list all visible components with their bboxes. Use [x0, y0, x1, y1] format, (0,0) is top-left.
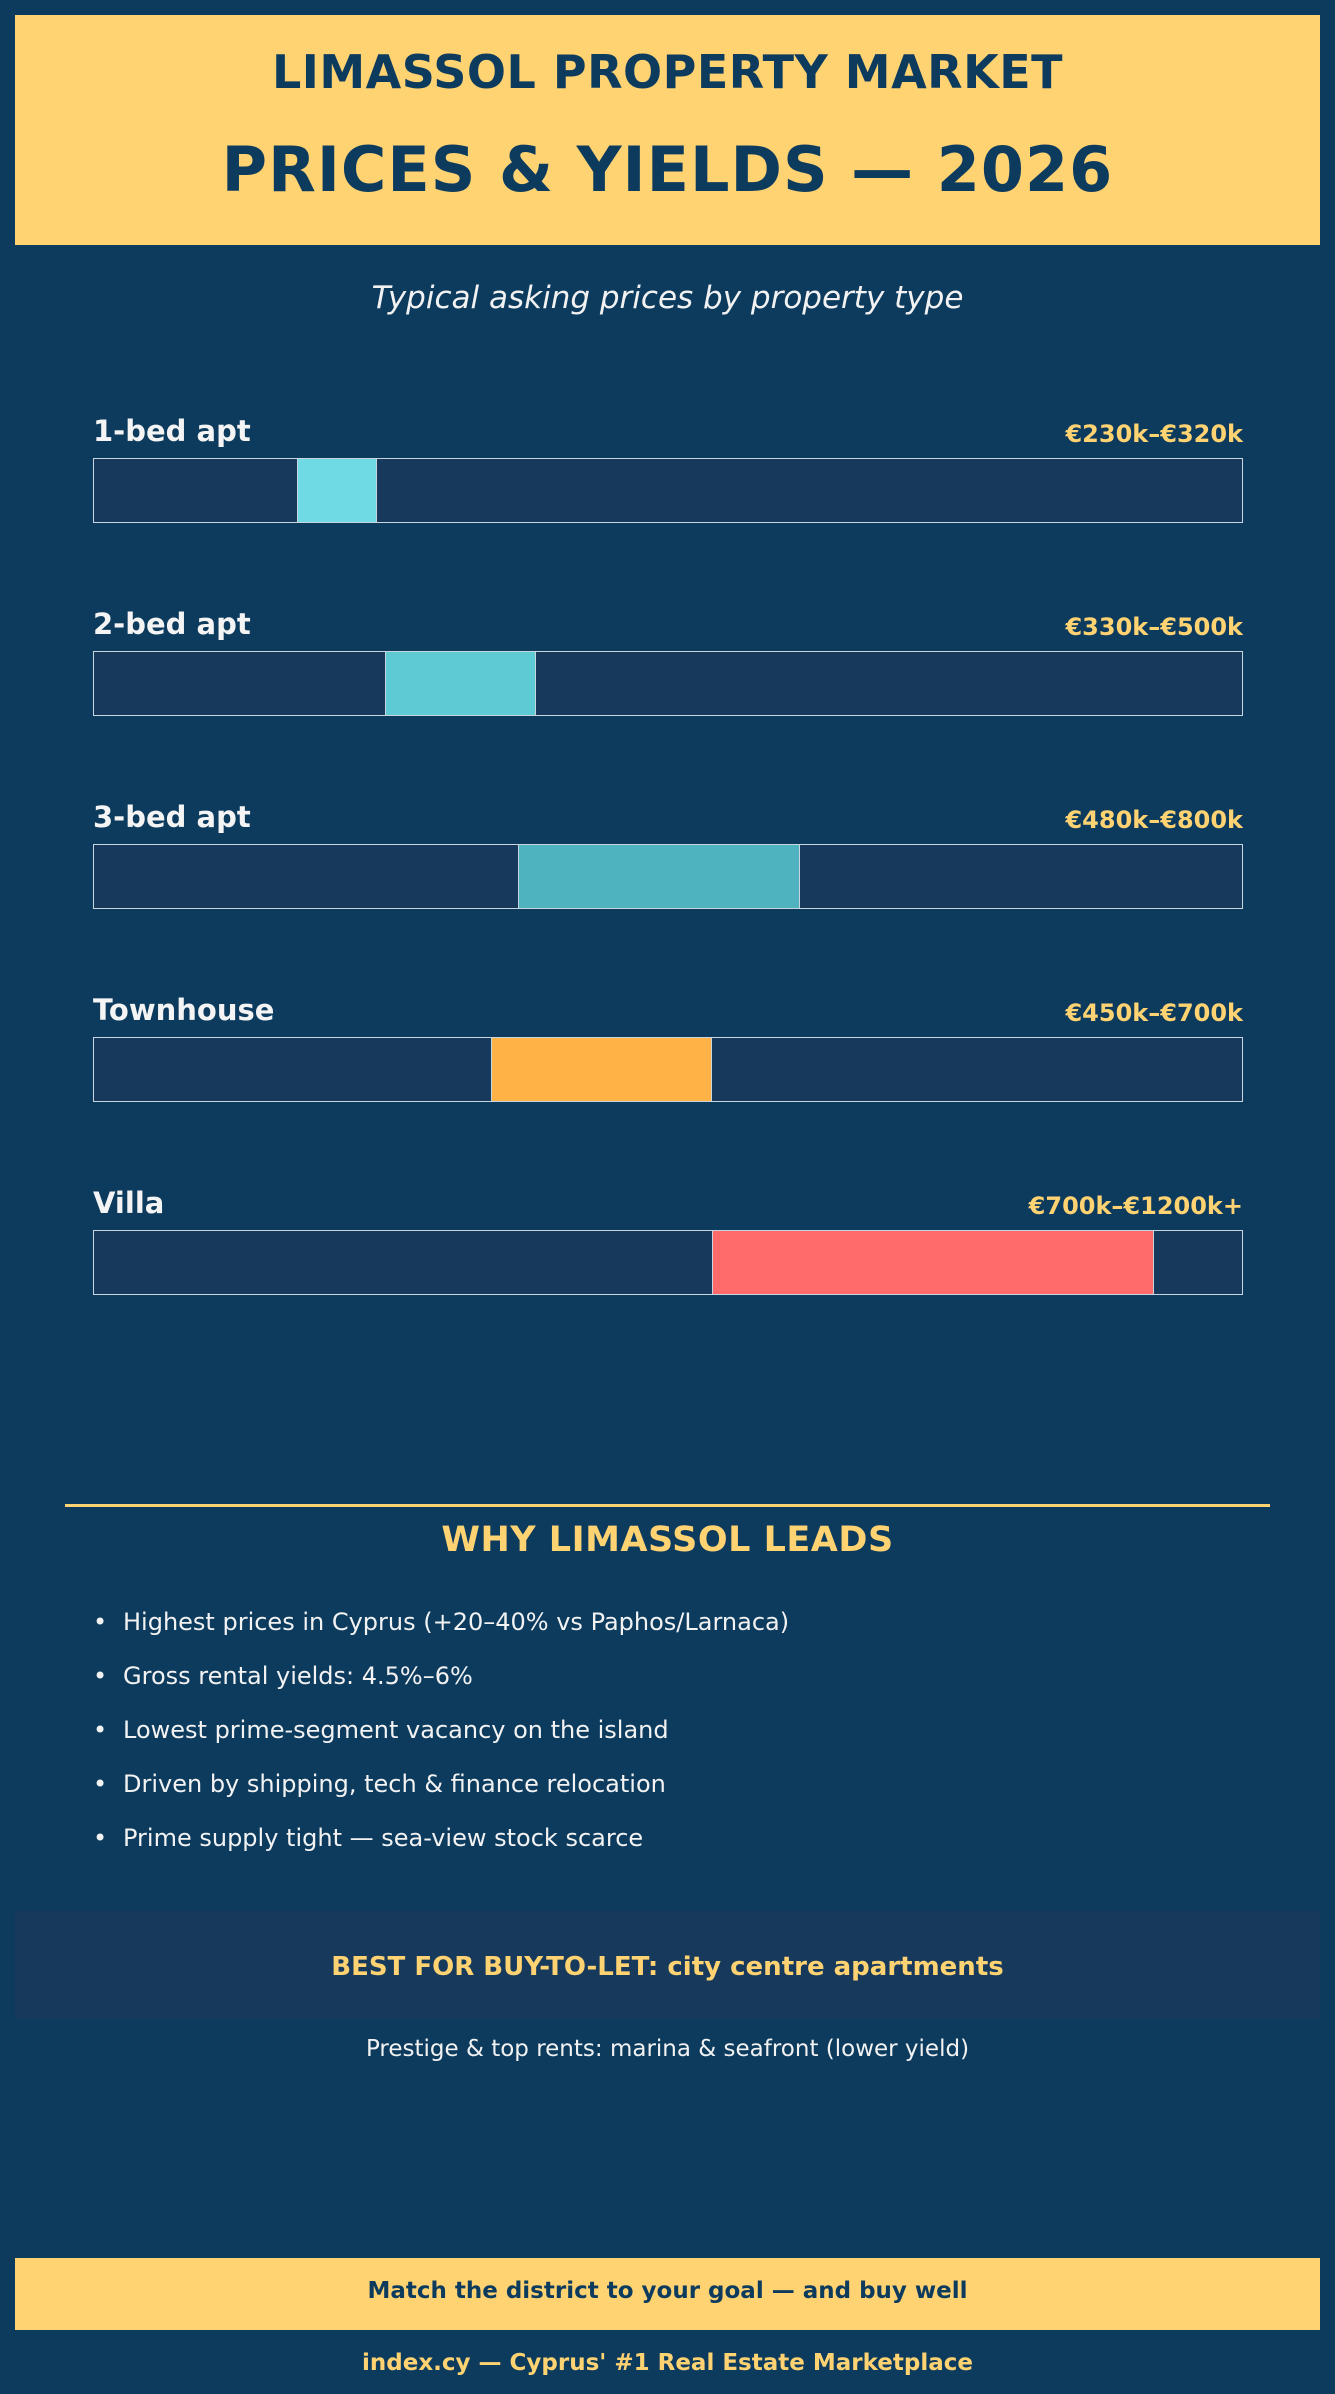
range-track — [93, 458, 1243, 523]
range-bar — [517, 845, 801, 908]
callout-title: BEST FOR BUY-TO-LET: city centre apartme… — [331, 1952, 1004, 1982]
list-item: • Driven by shipping, tech & finance relo… — [93, 1770, 789, 1824]
range-bar — [491, 1038, 713, 1101]
range-track — [93, 1230, 1243, 1295]
callout-box: BEST FOR BUY-TO-LET: city centre apartme… — [15, 1911, 1320, 2019]
range-bar — [297, 459, 377, 522]
bullet-icon: • — [93, 1608, 108, 1636]
data-label: €700k–€1200k+ — [1028, 1192, 1243, 1220]
bullet-icon: • — [93, 1716, 108, 1744]
why-list: • Highest prices in Cyprus (+20–40% vs Pa… — [93, 1608, 789, 1878]
category-label: 3-bed apt — [93, 800, 251, 834]
cta-banner: Match the district to your goal — and bu… — [15, 2258, 1320, 2330]
section-divider — [65, 1504, 1270, 1507]
data-label: €450k–€700k — [1065, 999, 1243, 1027]
category-label: 1-bed apt — [93, 414, 251, 448]
list-item: • Prime supply tight — sea-view stock sca… — [93, 1824, 789, 1878]
bullet-icon: • — [93, 1824, 108, 1852]
footer-brand: index.cy — Cyprus' #1 Real Estate Market… — [362, 2350, 973, 2376]
why-section-title: WHY LIMASSOL LEADS — [441, 1520, 894, 1560]
range-bar — [385, 652, 536, 715]
price-range-chart: 1-bed apt €230k–€320k 2-bed apt €330k–€500k… — [93, 400, 1243, 1320]
range-track — [93, 844, 1243, 909]
list-item-text: Highest prices in Cyprus (+20–40% vs Pap… — [123, 1608, 790, 1636]
chart-subtitle: Typical asking prices by property type — [371, 280, 964, 316]
list-item: • Lowest prime-segment vacancy on the isl… — [93, 1716, 789, 1770]
range-bar — [712, 1231, 1154, 1294]
category-label: 2-bed apt — [93, 607, 251, 641]
list-item-text: Prime supply tight — sea-view stock scar… — [123, 1824, 644, 1852]
chart-row: 3-bed apt €480k–€800k — [93, 786, 1243, 911]
range-track — [93, 651, 1243, 716]
list-item: • Gross rental yields: 4.5%–6% — [93, 1662, 789, 1716]
data-label: €230k–€320k — [1065, 420, 1243, 448]
header-banner: LIMASSOL PROPERTY MARKET PRICES & YIELDS… — [15, 15, 1320, 245]
bullet-icon: • — [93, 1662, 108, 1690]
chart-row: 1-bed apt €230k–€320k — [93, 400, 1243, 525]
category-label: Townhouse — [93, 993, 275, 1027]
list-item: • Highest prices in Cyprus (+20–40% vs Pa… — [93, 1608, 789, 1662]
bullet-icon: • — [93, 1770, 108, 1798]
category-label: Villa — [93, 1186, 165, 1220]
chart-row: Townhouse €450k–€700k — [93, 979, 1243, 1104]
list-item-text: Lowest prime-segment vacancy on the isla… — [123, 1716, 669, 1744]
list-item-text: Gross rental yields: 4.5%–6% — [123, 1662, 473, 1690]
callout-subtitle: Prestige & top rents: marina & seafront … — [365, 2036, 970, 2062]
header-title: LIMASSOL PROPERTY MARKET — [271, 45, 1064, 99]
header-headline: PRICES & YIELDS — 2026 — [221, 133, 1114, 206]
chart-row: Villa €700k–€1200k+ — [93, 1172, 1243, 1297]
range-track — [93, 1037, 1243, 1102]
data-label: €480k–€800k — [1065, 806, 1243, 834]
data-label: €330k–€500k — [1065, 613, 1243, 641]
chart-row: 2-bed apt €330k–€500k — [93, 593, 1243, 718]
cta-text: Match the district to your goal — and bu… — [367, 2278, 968, 2304]
list-item-text: Driven by shipping, tech & finance reloc… — [123, 1770, 666, 1798]
